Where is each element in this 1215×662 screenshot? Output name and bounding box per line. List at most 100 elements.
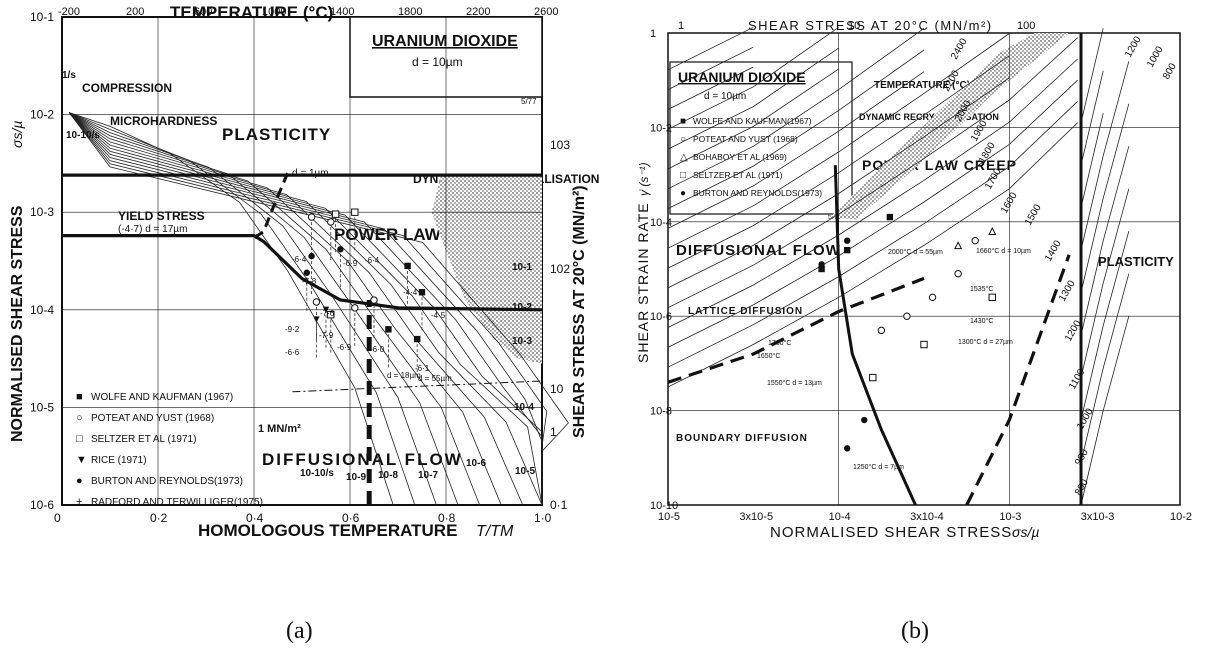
chart-a-rate-label: 10-3 (512, 336, 532, 347)
chart-b-region-recrystallisation: DYNAMIC RECRYSTALLISATION (859, 112, 999, 122)
chart-b-top-tick: 100 (1017, 20, 1035, 32)
chart-a-point-label: -6·4 (292, 255, 307, 264)
chart-a-top-axis-title: TEMPERATURE (°C) (170, 3, 333, 22)
chart-a-rate-label: 10-10/s (300, 468, 334, 479)
chart-b-region-plasticity: PLASTICITY (1098, 254, 1174, 269)
chart-b-annot-1250: 1250°C d = 7µm (853, 463, 904, 471)
chart-b-isotherm (667, 55, 1010, 269)
chart-b-region-lattice: LATTICE DIFFUSION (688, 306, 803, 317)
chart-b-data-point (988, 293, 996, 302)
chart-a-top-tick: 2600 (534, 6, 558, 18)
chart-b-isotherm (667, 122, 1078, 388)
chart-b-boundary-line (965, 254, 1071, 506)
chart-a-rate-label: 10-1 (512, 262, 532, 273)
chart-b-isotherm (667, 26, 839, 130)
chart-b-ylabel-symbol: γ̇ (s⁻¹) (637, 162, 651, 196)
chart-a-point-label: -4·4 (403, 288, 418, 297)
chart-a-data-point (414, 335, 421, 343)
chart-a-rate-label: 10-7 (418, 470, 438, 481)
chart-a-data-point (303, 269, 310, 276)
chart-a-point-label: -6·0 (370, 345, 385, 354)
chart-b-data-point (861, 416, 868, 424)
chart-a-legend-marker: + (76, 496, 82, 508)
chart-a-data-point (385, 326, 392, 333)
chart-b-isotherm-label: 2400 (949, 36, 970, 61)
chart-b-annot-1300: 1300°C d = 27µm (958, 338, 1013, 346)
chart-a-point-label: -4·5 (431, 311, 446, 320)
chart-a-boundary-line (253, 172, 289, 239)
chart-b-isotherm (667, 71, 925, 229)
chart-a-region-diffusional: DIFFUSIONAL FLOW (262, 450, 463, 469)
chart-a-ylabel: NORMALISED SHEAR STRESS (9, 205, 26, 442)
chart-b-isotherm-high (1080, 273, 1130, 463)
chart-a-point-label: -7·8 (302, 277, 317, 286)
chart-a-strain-rate-contour (68, 112, 543, 506)
chart-b-boundary-line (667, 276, 925, 384)
chart-a-x-tick: 0·4 (246, 511, 264, 525)
chart-b-isotherm (667, 26, 754, 71)
chart-a-legend: ■ WOLFE AND KAUFMAN (1967) ○ POTEAT AND YUS… (76, 391, 263, 508)
chart-a-point-label: -6·9 (337, 343, 352, 352)
chart-a-top-tick: 1800 (398, 6, 422, 18)
chart-b-ylabel: SHEAR STRAIN RATE (635, 202, 651, 363)
chart-a-annot-microhardness: MICROHARDNESS (110, 114, 217, 128)
chart-a-legend-label: SELTZER ET AL (1971) (91, 434, 196, 445)
chart-a-right-label: SHEAR STRESS AT 20°C (MN/m²) (571, 185, 588, 438)
chart-b-plot-frame (667, 32, 1181, 506)
chart-a-legend-marker: ○ (76, 412, 83, 424)
chart-b-isotherm-high (1080, 113, 1104, 208)
chart-a-ylabel-symbol: σs/µ (9, 121, 25, 148)
chart-b-y-tick: 10-2 (650, 122, 672, 134)
chart-a-point-label: -6·6 (285, 348, 300, 357)
chart-a-y-tick: 10-1 (30, 10, 54, 24)
chart-b-x-tick: 3x10-3 (1081, 511, 1115, 523)
chart-b-data-point (844, 237, 851, 244)
chart-b-annot-1650: 1650°C (757, 352, 780, 360)
chart-a-legend-marker: ● (76, 475, 83, 487)
chart-a-rate-label: 10-6 (466, 458, 486, 469)
chart-a-top-tick: 1400 (330, 6, 354, 18)
chart-a-title: URANIUM DIOXIDE (372, 33, 518, 50)
chart-b-annot-1430: 1430°C (970, 317, 993, 325)
chart-a-strain-rate-contour (69, 112, 416, 506)
chart-a-y-tick: 10-4 (30, 303, 54, 317)
chart-a-rate-label: 10-9 (346, 472, 366, 483)
chart-a-annot-yield: YIELD STRESS (118, 209, 205, 223)
chart-a-top-tick: 1000 (262, 6, 286, 18)
chart-a-y-tick: 10-3 (30, 205, 54, 219)
chart-b-x-tick: 3x10-4 (910, 511, 944, 523)
caption-b: (b) (901, 618, 929, 644)
chart-a-strain-rate-contour (68, 112, 543, 506)
chart-a-data-point (308, 252, 315, 260)
chart-b-y-tick: 10-8 (650, 406, 672, 418)
chart-b-isotherm-top-label: 1200 (1123, 34, 1144, 59)
chart-b-data-point (928, 293, 937, 302)
chart-a-data-point (312, 298, 321, 306)
chart-a-point-label: -7·6 (320, 309, 335, 318)
chart-b-isotherm (667, 58, 1078, 328)
chart-b-isotherm-high (1080, 61, 1130, 251)
chart-a-annot-compression: COMPRESSION (82, 81, 172, 95)
chart-a-rate-label: 10-4 (514, 402, 534, 413)
chart-a-boundary-line (292, 380, 543, 393)
chart-b-region-boundary: BOUNDARY DIFFUSION (676, 433, 808, 444)
chart-b-x-tick: 10-5 (658, 511, 680, 523)
chart-b-legend-label: WOLFE AND KAUFMAN(1967) (693, 116, 812, 126)
chart-b-title: URANIUM DIOXIDE (678, 69, 806, 85)
chart-a-data-point (404, 262, 411, 270)
chart-a-point-label: -6·4 (365, 256, 380, 265)
chart-a-right-tick: 1 (550, 425, 557, 439)
chart-a-x-tick: 1·0 (534, 511, 552, 525)
chart-b-isotherm (667, 77, 1010, 289)
chart-b-legend-label: POTEAT AND YUST (1968) (693, 134, 798, 144)
chart-b-isotherm (667, 46, 754, 90)
chart-a-point-label: -6·9 (343, 259, 358, 268)
chart-a-strain-rate-contour (68, 112, 543, 505)
chart-b-data-point (971, 236, 979, 245)
chart-b-legend-label: SELTZER ET AL (1971) (693, 170, 783, 180)
chart-b-top-axis-title: SHEAR STRESS AT 20°C (MN/m²) (748, 18, 993, 33)
chart-b-temperature-title: TEMPERATURE (°C) (874, 80, 970, 91)
chart-a-point-label: -6·1 (415, 364, 430, 373)
chart-b-isotherm (667, 47, 839, 150)
chart-a-strain-rate-contour (68, 112, 543, 505)
